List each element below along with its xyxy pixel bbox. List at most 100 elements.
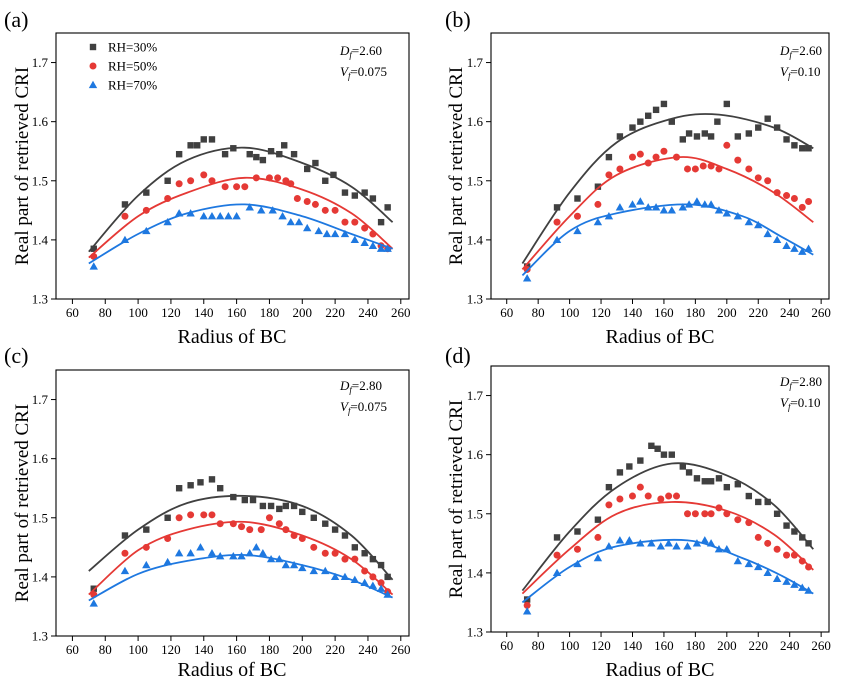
data-point	[322, 229, 332, 238]
panel-label: (b)	[445, 7, 471, 32]
data-point	[275, 520, 283, 528]
data-point	[282, 502, 290, 510]
data-point	[384, 573, 391, 581]
param-label: Df=2.60	[779, 43, 822, 60]
data-point	[522, 274, 532, 282]
data-point	[605, 153, 613, 161]
data-point	[678, 203, 687, 211]
x-tick-label: 140	[194, 305, 214, 320]
data-point	[660, 100, 668, 108]
data-point	[259, 156, 267, 164]
data-point	[259, 502, 267, 510]
data-point	[89, 262, 98, 270]
y-tick-label: 1.5	[467, 506, 483, 521]
data-point	[673, 492, 681, 500]
data-point	[693, 475, 701, 482]
data-point	[764, 498, 771, 506]
legend-label: RH=50%	[108, 59, 157, 74]
data-point	[683, 542, 692, 550]
y-axis-title: Real part of retrieved CRI	[12, 67, 33, 265]
y-tick-label: 1.6	[32, 114, 49, 129]
data-point	[664, 539, 673, 547]
data-point	[790, 551, 798, 559]
data-point	[685, 469, 693, 476]
data-point	[350, 235, 360, 244]
x-tick-label: 100	[128, 305, 148, 320]
x-tick-label: 180	[686, 638, 706, 653]
panel-label: (c)	[4, 343, 28, 368]
data-point	[164, 195, 172, 203]
data-point	[164, 534, 172, 542]
data-point	[237, 552, 246, 560]
param-symbol: V	[340, 399, 350, 414]
data-point	[805, 540, 812, 547]
data-point	[553, 534, 561, 541]
data-point	[266, 554, 276, 563]
x-axis-title: Radius of BC	[606, 326, 715, 348]
plot-frame	[490, 365, 830, 633]
chart-panel-a: (a) 60 80 100 120 140 160 180 200 220 240 260 1.3 1.4…	[4, 7, 411, 348]
data-point	[692, 539, 702, 547]
param-subscript: f	[349, 50, 353, 60]
series-3	[88, 203, 393, 270]
y-tick-label: 1.7	[32, 392, 49, 407]
data-point	[290, 150, 298, 158]
data-point	[322, 520, 329, 527]
data-point	[383, 590, 392, 598]
data-point	[368, 241, 378, 249]
data-point	[361, 550, 368, 557]
data-point	[791, 528, 798, 535]
data-point	[790, 580, 799, 588]
series-1	[521, 442, 814, 603]
data-point	[377, 579, 385, 587]
plot-frame	[55, 369, 410, 637]
data-point	[594, 516, 602, 523]
plot-frame	[55, 32, 410, 300]
data-point	[615, 536, 625, 544]
y-tick-label: 1.7	[467, 55, 484, 70]
data-point	[636, 150, 644, 158]
data-point	[194, 142, 201, 149]
param-symbol: D	[339, 378, 350, 393]
data-point	[616, 495, 624, 503]
data-point	[665, 492, 673, 500]
param-subscript: f	[788, 402, 792, 412]
data-point	[734, 133, 742, 140]
param-subscript: f	[348, 71, 352, 81]
data-point	[377, 218, 385, 226]
data-point	[625, 536, 634, 544]
data-point	[369, 230, 377, 238]
data-point	[772, 574, 782, 582]
data-point	[734, 516, 742, 524]
fit-curve	[521, 538, 814, 604]
data-point	[208, 177, 216, 185]
data-point	[685, 130, 693, 137]
data-point	[276, 505, 283, 513]
data-point	[594, 533, 602, 541]
series-3	[521, 536, 814, 615]
data-point	[745, 130, 753, 137]
data-point	[715, 165, 723, 173]
x-tick-label: 260	[811, 305, 831, 320]
data-point	[221, 183, 229, 191]
data-point	[257, 526, 265, 534]
data-point	[764, 539, 772, 547]
y-tick-label: 1.6	[467, 447, 484, 462]
data-point	[360, 578, 369, 586]
x-tick-label: 60	[500, 638, 513, 653]
data-point	[121, 201, 129, 208]
fit-curve	[521, 113, 814, 265]
data-point	[341, 218, 349, 226]
data-point	[573, 212, 581, 220]
data-point	[233, 183, 241, 191]
x-tick-label: 60	[66, 305, 79, 320]
data-point	[298, 534, 306, 542]
x-tick-label: 60	[500, 305, 513, 320]
data-point	[644, 203, 653, 211]
data-point	[616, 165, 624, 173]
data-point	[90, 245, 97, 252]
plot-frame	[490, 32, 830, 300]
data-point	[257, 206, 266, 214]
data-point	[196, 543, 205, 551]
fit-curve	[88, 494, 394, 581]
